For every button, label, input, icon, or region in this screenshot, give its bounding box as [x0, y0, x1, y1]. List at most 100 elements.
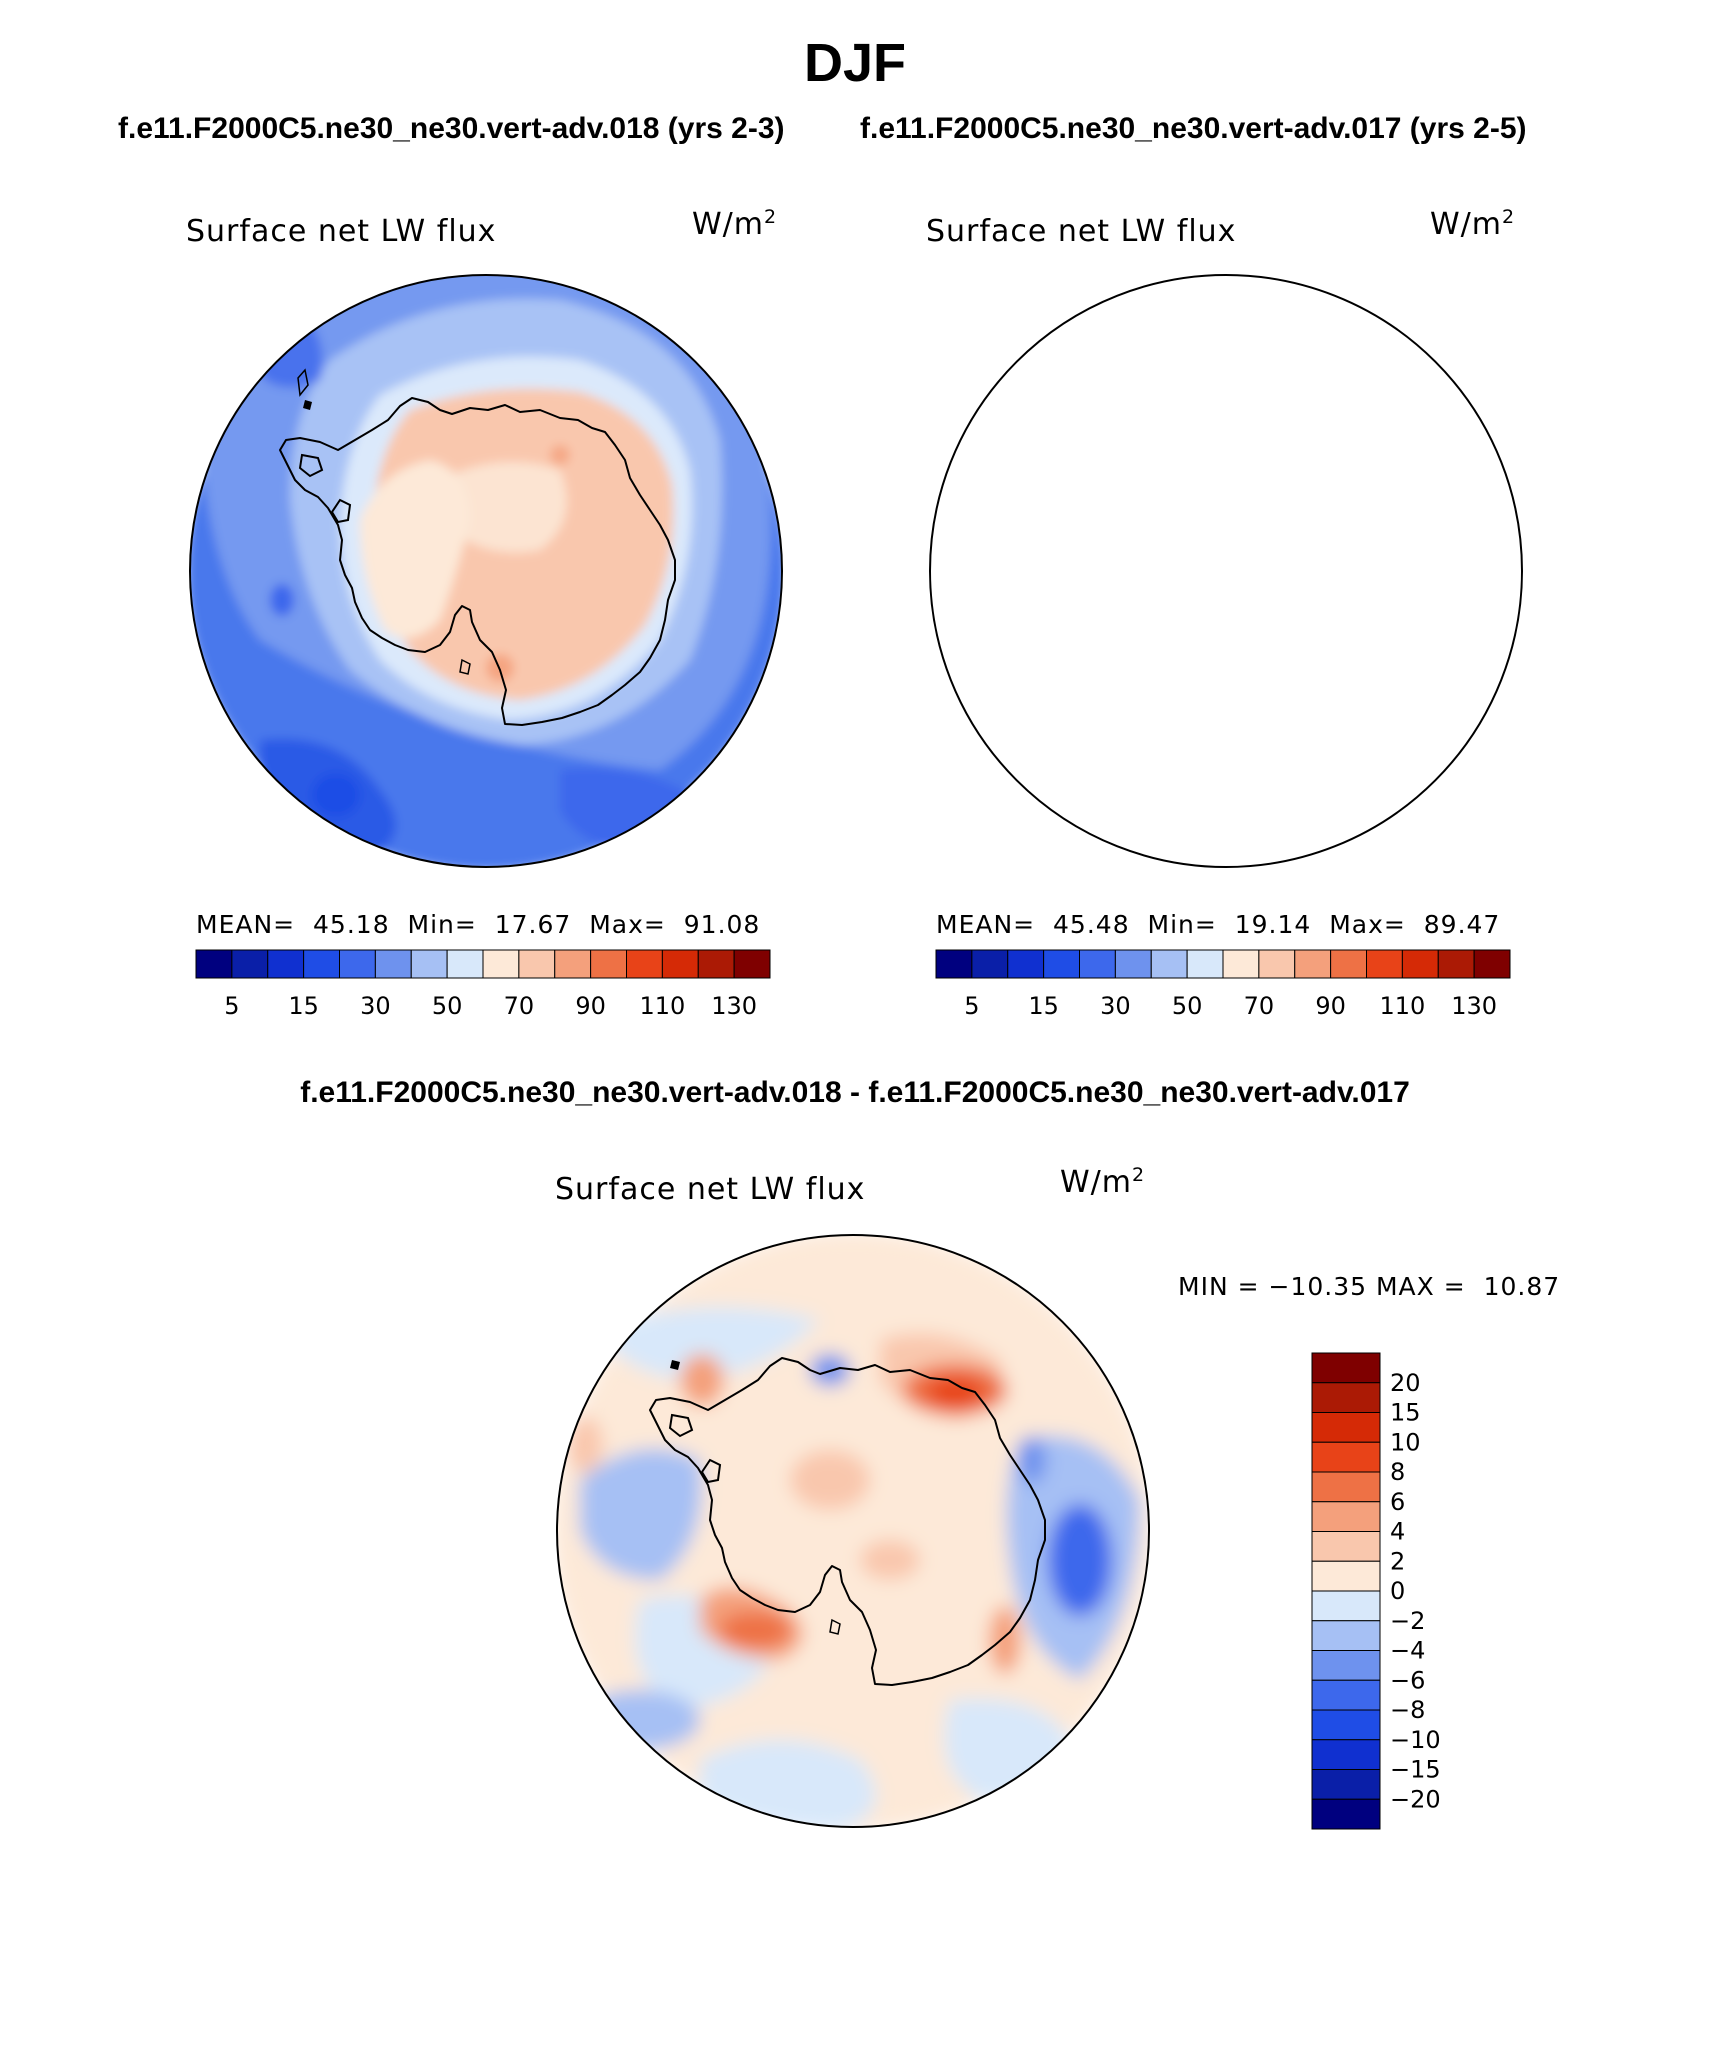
cbar3-swatch	[1311, 1620, 1381, 1651]
cbar1-swatch	[590, 949, 627, 979]
cbar2-swatch	[1473, 949, 1511, 979]
cbar2-tick-label: 70	[1244, 992, 1275, 1020]
cbar1-tick-label: 90	[575, 992, 606, 1020]
cbar1-swatch	[374, 949, 412, 979]
cbar1-swatch	[733, 949, 771, 979]
panel2-title: Surface net LW flux	[926, 214, 1237, 249]
cbar3-tick-label: 6	[1390, 1488, 1405, 1516]
cbar1-swatch	[482, 949, 520, 979]
cbar2-swatch	[1366, 949, 1403, 979]
cbar3-swatch	[1311, 1709, 1381, 1741]
cbar2-tick-label: 130	[1451, 992, 1497, 1020]
panel2-stats: MEAN= 45.48 Min= 19.14 Max= 89.47	[936, 910, 1501, 939]
cbar2-swatch	[1114, 949, 1152, 979]
cbar2-swatch	[1150, 949, 1188, 979]
cbar2-swatch	[1186, 949, 1224, 979]
p2-coastline	[1020, 398, 1415, 725]
cbar3-tick-label: −6	[1390, 1666, 1425, 1694]
cbar1-tick-label: 30	[360, 992, 391, 1020]
cbar1-swatch	[626, 949, 663, 979]
cbar2-swatch	[971, 949, 1009, 979]
cbar3-tick-label: −4	[1390, 1637, 1425, 1665]
cbar3-tick-label: 4	[1390, 1518, 1405, 1546]
colorbar-panel1: 5 15 30 50 70 90 110 130	[195, 949, 771, 1020]
cbar2-swatch	[1330, 949, 1367, 979]
cbar3-swatch	[1311, 1352, 1381, 1384]
panel2-units: W/m2	[1430, 206, 1516, 242]
cbar3-tick-label: 0	[1390, 1577, 1405, 1605]
cbar3-swatch	[1311, 1650, 1381, 1681]
diff-panel-title: Surface net LW flux	[555, 1172, 866, 1207]
p2-map-border	[929, 274, 1523, 868]
cbar3-swatch	[1311, 1501, 1381, 1532]
cbar2-swatch	[1401, 949, 1439, 979]
cbar2-tick-label: 30	[1100, 992, 1131, 1020]
cbar3-swatch	[1311, 1441, 1381, 1473]
cbar3-tick-label: −2	[1390, 1607, 1425, 1635]
cbar3-tick-label: −10	[1390, 1726, 1441, 1754]
panel1-stats: MEAN= 45.18 Min= 17.67 Max= 91.08	[196, 910, 761, 939]
cbar3-swatch	[1311, 1679, 1381, 1711]
cbar3-tick-label: 10	[1390, 1428, 1421, 1456]
cbar1-tick-label: 130	[711, 992, 757, 1020]
cbar3-swatch	[1311, 1471, 1381, 1503]
panel1-units: W/m2	[692, 206, 778, 242]
cbar2-tick-label: 15	[1028, 992, 1059, 1020]
cbar3-tick-label: 20	[1390, 1369, 1421, 1397]
p1-map-border	[189, 274, 783, 868]
cbar3-swatch	[1311, 1798, 1381, 1830]
cbar3-tick-label: 15	[1390, 1399, 1421, 1427]
cbar1-tick-label: 50	[432, 992, 463, 1020]
cbar1-swatch	[267, 949, 305, 979]
cbar2-swatch	[1079, 949, 1116, 979]
cbar1-swatch	[231, 949, 269, 979]
subtitle-left: f.e11.F2000C5.ne30_ne30.vert-adv.018 (yr…	[118, 112, 785, 145]
diff-panel-units: W/m2	[1060, 1164, 1146, 1200]
cbar1-swatch	[661, 949, 699, 979]
cbar1-swatch	[339, 949, 376, 979]
cbar1-tick-label: 15	[288, 992, 319, 1020]
cbar1-swatch	[518, 949, 556, 979]
cbar3-tick-label: 8	[1390, 1458, 1405, 1486]
cbar2-swatch	[935, 949, 973, 979]
p1-coastline	[279, 397, 676, 726]
colorbar-panel2: 5 15 30 50 70 90 110 130	[935, 949, 1511, 1020]
cbar2-tick-label: 5	[964, 992, 979, 1020]
cbar1-swatch	[446, 949, 484, 979]
cbar3-swatch	[1311, 1739, 1381, 1770]
cbar3-swatch	[1311, 1382, 1381, 1413]
panel1-title: Surface net LW flux	[186, 214, 497, 249]
p1-ross-cream	[360, 460, 470, 638]
cbar3-tick-label: −15	[1390, 1756, 1441, 1784]
cbar2-swatch	[1007, 949, 1045, 979]
cbar3-tick-label: −20	[1390, 1785, 1441, 1813]
cbar3-swatch	[1311, 1590, 1381, 1622]
cbar1-swatch	[697, 949, 735, 979]
cbar3-swatch	[1311, 1560, 1381, 1592]
diff-stats: MIN = −10.35 MAX = 10.87	[1178, 1272, 1561, 1301]
cbar3-swatch	[1311, 1412, 1381, 1443]
map-panel1	[190, 275, 782, 867]
cbar1-tick-label: 70	[504, 992, 535, 1020]
map-diff	[557, 1235, 1149, 1827]
cbar3-tick-label: −8	[1390, 1696, 1425, 1724]
cbar1-tick-label: 5	[224, 992, 239, 1020]
cbar3-tick-label: 2	[1390, 1547, 1405, 1575]
cbar3-swatch	[1311, 1531, 1381, 1562]
cbar2-tick-label: 50	[1172, 992, 1203, 1020]
cbar2-tick-label: 90	[1315, 992, 1346, 1020]
cbar1-swatch	[303, 949, 340, 979]
diff-title: f.e11.F2000C5.ne30_ne30.vert-adv.018 - f…	[300, 1076, 1410, 1109]
cbar1-swatch	[554, 949, 592, 979]
cbar2-swatch	[1258, 949, 1296, 979]
diff-coastline	[649, 1357, 1046, 1686]
cbar2-swatch	[1222, 949, 1260, 979]
cbar1-swatch	[410, 949, 448, 979]
cbar3-swatch	[1311, 1769, 1381, 1800]
cbar2-swatch	[1294, 949, 1332, 979]
subtitle-right: f.e11.F2000C5.ne30_ne30.vert-adv.017 (yr…	[860, 112, 1527, 145]
diff-map-border	[556, 1234, 1150, 1828]
cbar2-tick-label: 110	[1379, 992, 1425, 1020]
